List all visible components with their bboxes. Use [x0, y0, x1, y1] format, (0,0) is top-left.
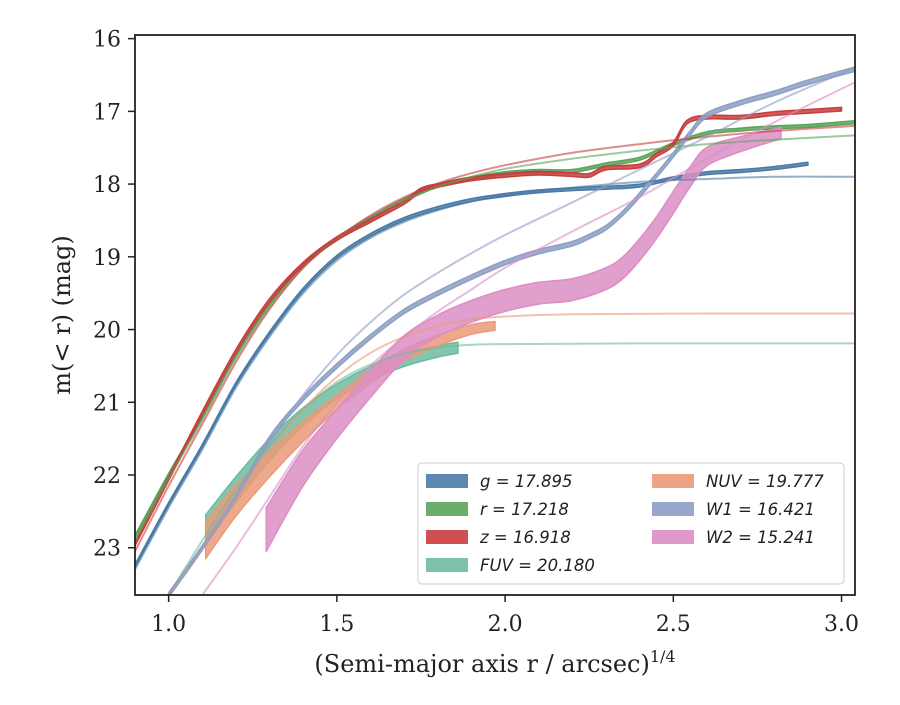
nuv-legend-swatch [652, 474, 694, 488]
y-axis-title: m(< r) (mag) [48, 235, 76, 394]
x-tick-label: 2.0 [488, 612, 523, 637]
g-legend-swatch [426, 474, 468, 488]
fuv-legend-swatch [426, 558, 468, 572]
y-tick-label: 23 [93, 537, 121, 562]
z-legend-label: z = 16.918 [479, 528, 571, 547]
x-axis: 1.0 1.5 2.0 2.5 3.0 [151, 595, 859, 637]
r-legend-swatch [426, 502, 468, 516]
x-tick-label: 3.0 [824, 612, 859, 637]
y-tick-label: 19 [93, 246, 121, 271]
w2-legend-label: W2 = 15.241 [706, 528, 815, 547]
w1-legend-label: W1 = 16.421 [706, 500, 815, 519]
y-tick-label: 21 [93, 391, 121, 416]
y-tick-label: 16 [93, 28, 121, 53]
z-legend-swatch [426, 530, 468, 544]
z-model-line [135, 124, 855, 552]
g-legend-label: g = 17.895 [480, 472, 573, 491]
legend-box [417, 462, 845, 585]
x-tick-label: 1.5 [319, 612, 354, 637]
r-model-line [135, 134, 855, 541]
fuv-legend-label: FUV = 20.180 [480, 556, 595, 575]
x-tick-label: 1.0 [151, 612, 186, 637]
w1-legend-swatch [652, 502, 694, 516]
w1-band [167, 66, 855, 595]
g-band [135, 161, 809, 569]
y-tick-label: 18 [93, 173, 121, 198]
legend: g = 17.895 r = 17.218 z = 16.918 FUV = 20.1… [417, 462, 845, 585]
fuv-model-line [167, 342, 855, 595]
model-layer [135, 66, 855, 595]
y-axis: 16 17 18 19 20 21 22 23 [93, 28, 135, 562]
x-axis-title: (Semi-major axis r / arcsec)1/4 [314, 647, 675, 678]
plot-frame [134, 34, 856, 596]
y-tick-label: 20 [93, 319, 121, 344]
w2-legend-swatch [652, 530, 694, 544]
x-tick-label: 2.5 [656, 612, 691, 637]
y-tick-label: 22 [93, 464, 121, 489]
r-legend-label: r = 17.218 [480, 500, 569, 519]
nuv-band [204, 320, 496, 560]
w2-model-line [201, 81, 855, 595]
y-tick-label: 17 [93, 100, 121, 125]
nuv-legend-label: NUV = 19.777 [706, 472, 824, 491]
w1-model-line [167, 66, 855, 595]
